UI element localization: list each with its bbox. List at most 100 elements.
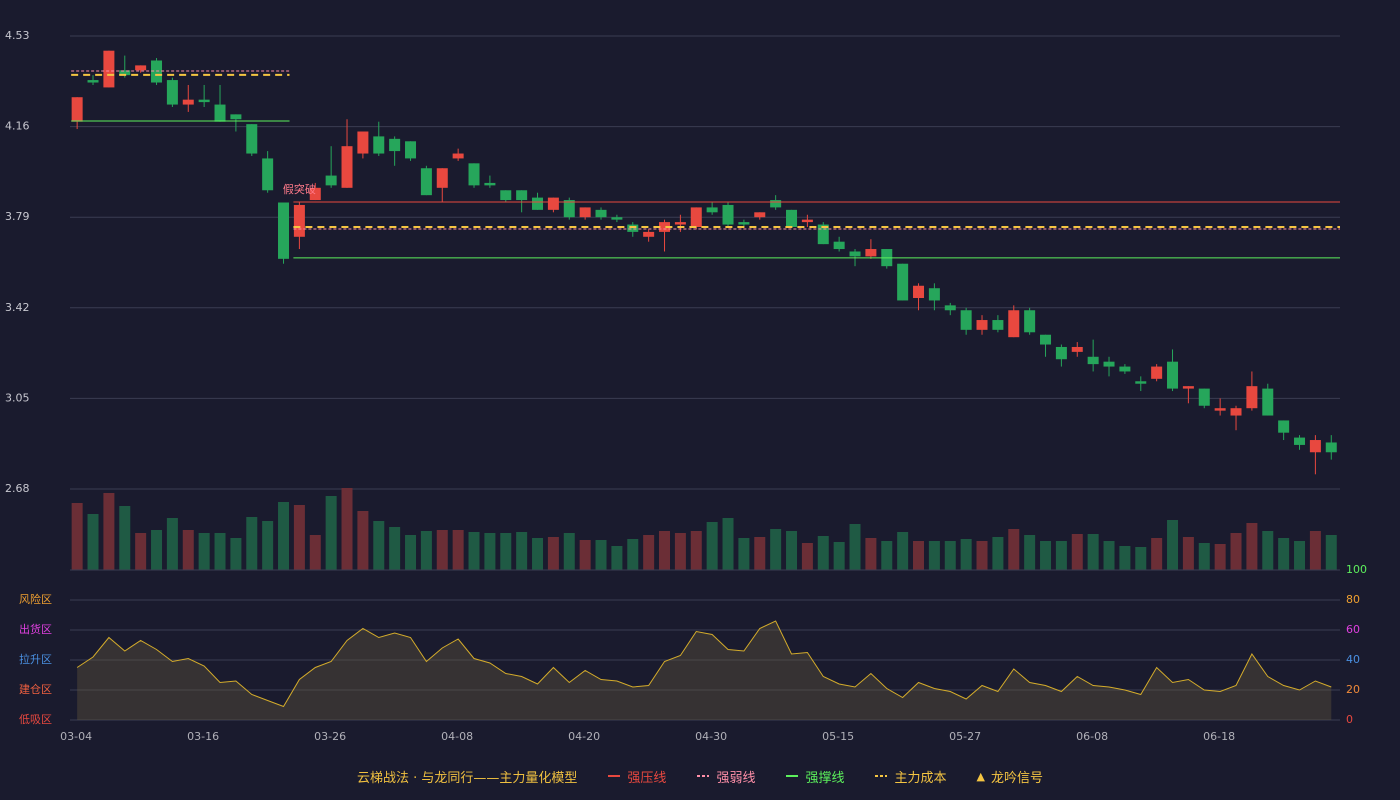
legend-label: 强压线	[627, 770, 667, 786]
volume-bar	[1055, 541, 1067, 570]
volume-bar	[484, 533, 496, 570]
volume-bar	[452, 530, 464, 570]
y-tick-label: 60	[1346, 623, 1360, 636]
y-tick-label: 4.53	[5, 29, 30, 42]
signal-label: 假突破	[283, 182, 316, 196]
candle-body	[643, 231, 655, 237]
volume-bar	[1294, 541, 1306, 570]
volume-bar	[516, 532, 528, 570]
volume-bar	[1182, 537, 1194, 570]
volume-bar	[532, 538, 544, 570]
legend-title: 云梯战法 · 与龙同行——主力量化模型	[357, 770, 578, 786]
candle-body	[1167, 361, 1179, 389]
volume-bar	[754, 537, 766, 570]
candle-body	[405, 141, 417, 159]
y-tick-label: 40	[1346, 653, 1360, 666]
candle-body	[198, 99, 210, 103]
volume-bar	[1024, 535, 1036, 570]
candle-body	[1182, 386, 1194, 389]
legend-swatch	[786, 775, 799, 777]
candle-body	[770, 200, 782, 208]
volume-bar	[643, 535, 655, 570]
y-tick-label: 3.42	[5, 301, 30, 314]
volume-bar	[690, 531, 702, 570]
volume-bar	[865, 538, 877, 570]
legend-item: 强弱线	[696, 767, 755, 786]
candle-body	[1262, 388, 1274, 416]
candle-body	[246, 124, 258, 154]
y-tick-label: 3.79	[5, 210, 30, 223]
candle-body	[135, 65, 147, 71]
volume-bar	[563, 533, 575, 570]
volume-bar	[579, 540, 591, 570]
x-tick-label: 05-15	[822, 730, 854, 743]
candle-body	[516, 190, 528, 201]
volume-bar	[405, 535, 417, 570]
candle-body	[563, 200, 575, 218]
candle-body	[897, 263, 909, 301]
candle-body	[944, 305, 956, 311]
x-tick-label: 05-27	[949, 730, 981, 743]
candle-body	[278, 202, 290, 259]
candle-body	[928, 288, 940, 301]
candle-body	[627, 224, 639, 232]
candle-body	[468, 163, 480, 186]
volume-bar	[293, 505, 305, 570]
candle-body	[1087, 356, 1099, 365]
candle-body	[1135, 381, 1147, 384]
volume-bar	[595, 540, 607, 570]
legend-label: 主力成本	[894, 770, 947, 786]
volume-bar	[722, 518, 734, 570]
volume-bar	[770, 529, 782, 570]
legend-label: 强弱线	[716, 770, 756, 786]
candle-body	[1071, 346, 1083, 352]
legend: 云梯战法 · 与龙同行——主力量化模型 强压线 强弱线 强撑线 主力成本 ▲ 龙吟信号	[0, 764, 1400, 788]
volume-bar	[135, 533, 147, 570]
candle-body	[817, 224, 829, 245]
candle-body	[913, 285, 925, 299]
candle-body	[309, 187, 321, 201]
candle-body	[103, 50, 115, 88]
candle-body	[1246, 386, 1258, 409]
candle-body	[706, 207, 718, 213]
candle-body	[87, 80, 99, 83]
volume-bar	[389, 527, 401, 570]
candle-body	[1024, 310, 1036, 333]
candle-body	[1119, 366, 1131, 372]
volume-bar	[420, 531, 432, 570]
volume-bar	[897, 532, 909, 570]
candle-body	[500, 190, 512, 201]
zone-label: 低吸区	[19, 713, 52, 726]
volume-bar	[1325, 535, 1337, 570]
volume-bar	[1071, 534, 1083, 570]
volume-bar	[309, 535, 321, 570]
volume-bar	[182, 530, 194, 570]
candle-body	[293, 204, 305, 237]
y-tick-label: 80	[1346, 593, 1360, 606]
candle-body	[722, 204, 734, 225]
candle-body	[389, 138, 401, 152]
candle-body	[674, 222, 686, 225]
y-tick-label: 3.05	[5, 391, 30, 404]
volume-bar	[230, 538, 242, 570]
volume-bar	[1167, 520, 1179, 570]
y-tick-label: 2.68	[5, 482, 30, 495]
volume-bar	[786, 531, 798, 570]
volume-bar	[611, 546, 623, 570]
legend-swatch	[875, 775, 888, 777]
candle-body	[1309, 440, 1321, 453]
candle-body	[579, 207, 591, 218]
volume-bar	[1198, 543, 1210, 570]
volume-bar	[103, 493, 115, 570]
candle-body	[341, 146, 353, 188]
volume-bar	[262, 521, 274, 570]
candle-body	[532, 197, 544, 210]
volume-bar	[500, 533, 512, 570]
volume-bar	[928, 541, 940, 570]
x-tick-label: 03-04	[60, 730, 92, 743]
zone-label: 出货区	[19, 622, 52, 636]
zone-label: 建仓区	[19, 682, 52, 696]
volume-bar	[738, 538, 750, 570]
candle-body	[214, 104, 226, 122]
volume-bar	[1103, 541, 1115, 570]
